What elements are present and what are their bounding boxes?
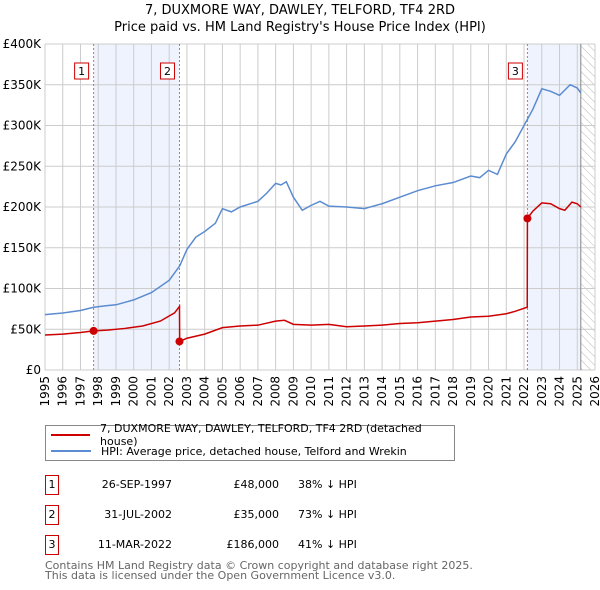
x-tick-label: 1999 [109,376,123,407]
chart-title: 7, DUXMORE WAY, DAWLEY, TELFORD, TF4 2RD [144,3,456,18]
y-tick-label: £250K [3,159,43,173]
x-tick-label: 2005 [215,376,229,407]
y-tick-label: £50K [10,322,42,336]
x-tick-label: 2008 [269,376,283,407]
x-tick-label: 2022 [517,376,531,407]
y-tick-label: £150K [3,241,43,255]
sale-label: 2 [164,65,171,78]
sale-price: £35,000 [233,508,280,521]
attribution-line: Contains HM Land Registry data © Crown c… [45,559,473,572]
sale-row: 3 11-MAR-2022 £186,000 41% ↓ HPI [45,535,545,555]
sale-row: 1 26-SEP-1997 £48,000 38% ↓ HPI [45,475,545,495]
y-tick-label: £300K [3,119,43,133]
series-line [44,201,582,343]
sale-badge: 2 [45,505,59,525]
series-line [44,83,582,316]
x-tick-label: 2018 [446,376,460,407]
x-tick-label: 2013 [357,376,371,407]
sale-hpi-diff: 38% ↓ HPI [298,478,357,491]
sale-hpi-diff: 41% ↓ HPI [298,538,357,551]
y-tick-label: £0 [26,363,41,377]
attribution: Contains HM Land Registry data © Crown c… [45,559,473,582]
x-tick-label: 1997 [73,376,87,407]
sale-point [89,326,98,335]
x-tick-label: 2004 [198,376,212,407]
x-tick-label: 2010 [304,376,318,407]
sale-point [523,214,532,223]
sale-badge: 3 [45,535,59,555]
x-tick-label: 2021 [499,376,513,407]
sale-label-box [507,62,523,80]
x-tick-label: 1995 [38,376,52,407]
x-tick-label: 2011 [322,376,336,407]
x-tick-label: 2002 [162,376,176,407]
license-line: This data is licensed under the Open Gov… [45,569,396,582]
sale-label-box [74,62,90,80]
legend: 7, DUXMORE WAY, DAWLEY, TELFORD, TF4 2RD… [45,422,455,461]
x-tick-label: 2001 [144,376,158,407]
sale-date: 26-SEP-1997 [101,478,172,491]
legend-label: HPI: Average price, detached house, Telf… [101,444,407,458]
legend-item-hpi: HPI: Average price, detached house, Telf… [46,443,407,459]
sale-badge: 1 [45,475,59,495]
x-tick-label: 2019 [464,376,478,407]
x-tick-label: 2000 [127,376,141,407]
sale-label: 1 [78,65,85,78]
x-tick-label: 2003 [180,376,194,407]
x-tick-label: 2017 [428,376,442,407]
x-tick-label: 2020 [482,376,496,407]
x-tick-label: 2025 [570,376,584,407]
price-chart: 1995 1996 1997 1998 1999 2000 2001 2002 2003 2004… [3,37,600,407]
sale-price: £48,000 [233,478,280,491]
x-tick-label: 2016 [411,376,425,407]
y-tick-label: £400K [3,37,43,51]
sale-date: 31-JUL-2002 [104,508,172,521]
y-tick-label: £350K [3,78,43,92]
sale-label: 3 [512,65,519,78]
legend-swatch-blue [51,450,91,452]
y-tick-label: £200K [3,200,43,214]
x-tick-label: 2007 [251,376,265,407]
x-tick-label: 1996 [56,376,70,407]
sale-date: 11-MAR-2022 [97,538,172,551]
sale-point [175,337,184,346]
x-tick-label: 2024 [553,376,567,407]
x-tick-label: 2014 [375,376,389,407]
legend-swatch-red [51,434,91,436]
y-tick-label: £100K [3,282,43,296]
x-tick-label: 2012 [340,376,354,407]
sale-hpi-diff: 73% ↓ HPI [298,508,357,521]
sale-row: 2 31-JUL-2002 £35,000 73% ↓ HPI [45,505,545,525]
sale-price: £186,000 [226,538,280,551]
x-tick-label: 2009 [286,376,300,407]
x-tick-label: 2015 [393,376,407,407]
sale-label-box [159,62,175,80]
legend-label: 7, DUXMORE WAY, DAWLEY, TELFORD, TF4 2RD… [100,422,422,448]
x-tick-label: 1998 [91,376,105,407]
x-tick-label: 2023 [535,376,549,407]
x-tick-label: 2026 [588,376,600,407]
legend-item-property: 7, DUXMORE WAY, DAWLEY, TELFORD, TF4 2RD… [46,422,454,448]
chart-subtitle: Price paid vs. HM Land Registry's House … [114,20,486,35]
x-tick-label: 2006 [233,376,247,407]
